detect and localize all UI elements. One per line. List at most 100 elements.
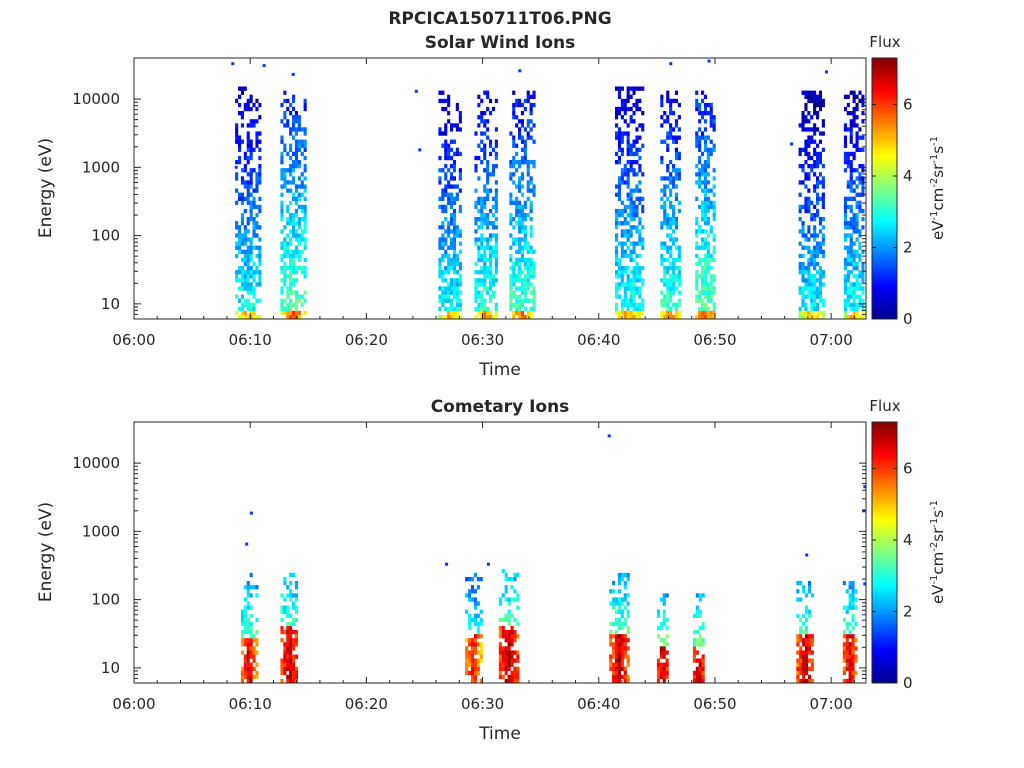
- heatmap-cell: [807, 172, 811, 177]
- heatmap-cell: [523, 306, 527, 312]
- heatmap-cell: [518, 278, 522, 283]
- heatmap-cell: [620, 650, 624, 655]
- x-tick-label: 07:00: [810, 695, 853, 713]
- heatmap-cell: [626, 221, 630, 226]
- heatmap-cell: [635, 229, 639, 234]
- heatmap-cell: [246, 658, 250, 663]
- heatmap-cell: [632, 282, 636, 287]
- heatmap-cell: [444, 253, 448, 259]
- heatmap-cell: [821, 241, 825, 246]
- heatmap-cell: [243, 674, 247, 680]
- heatmap-cell: [515, 302, 519, 307]
- heatmap-cell: [665, 666, 669, 671]
- heatmap-cell: [441, 298, 445, 303]
- heatmap-cell: [468, 613, 472, 618]
- heatmap-cell: [476, 585, 480, 590]
- heatmap-cell: [672, 168, 676, 173]
- heatmap-cell: [799, 617, 803, 623]
- heatmap-cell: [698, 613, 702, 618]
- heatmap-cell: [243, 621, 247, 627]
- heatmap-cell: [802, 658, 806, 663]
- heatmap-cell: [455, 123, 459, 128]
- heatmap-cell: [629, 164, 633, 169]
- heatmap-cell: [515, 151, 519, 157]
- heatmap-cell: [494, 261, 498, 267]
- heatmap-cell: [515, 306, 519, 312]
- heatmap-cell: [660, 155, 664, 161]
- heatmap-cell: [289, 143, 293, 148]
- heatmap-cell: [510, 670, 514, 676]
- heatmap-cell: [249, 119, 253, 124]
- heatmap-cell: [238, 245, 242, 250]
- heatmap-cell: [252, 147, 256, 152]
- heatmap-cell: [810, 278, 814, 283]
- heatmap-cell: [246, 217, 250, 222]
- heatmap-cell: [249, 217, 253, 222]
- heatmap-cell: [813, 233, 817, 238]
- heatmap-cell: [855, 139, 859, 144]
- heatmap-cell: [501, 634, 505, 639]
- heatmap-cell: [854, 605, 858, 610]
- heatmap-cell: [289, 282, 293, 287]
- heatmap-cell: [813, 225, 817, 230]
- heatmap-cell: [851, 658, 855, 663]
- heatmap-cell: [447, 257, 451, 263]
- heatmap-cell: [698, 155, 702, 161]
- heatmap-cell: [489, 278, 493, 283]
- heatmap-cell: [283, 237, 287, 242]
- heatmap-cell: [635, 306, 639, 312]
- heatmap-cell: [477, 290, 481, 295]
- heatmap-cell: [848, 593, 852, 598]
- heatmap-cell: [861, 111, 865, 116]
- heatmap-cell: [712, 115, 716, 120]
- heatmap-cell: [280, 213, 284, 218]
- heatmap-cell: [513, 597, 517, 602]
- heatmap-cell: [620, 176, 624, 181]
- heatmap-cell: [855, 131, 859, 136]
- heatmap-cell: [297, 176, 301, 181]
- heatmap-cell: [294, 221, 298, 226]
- heatmap-cell: [845, 634, 849, 639]
- heatmap-cell: [246, 221, 250, 226]
- heatmap-cell: [810, 213, 814, 218]
- heatmap-cell: [258, 314, 262, 320]
- heatmap-cell: [468, 621, 472, 627]
- heatmap-cell: [300, 217, 304, 222]
- heatmap-cell: [289, 662, 293, 667]
- heatmap-cell: [703, 106, 707, 112]
- heatmap-cell: [796, 613, 800, 618]
- heatmap-cell: [677, 302, 681, 307]
- heatmap-cell: [243, 274, 247, 279]
- heatmap-cell: [255, 270, 259, 275]
- heatmap-cell: [692, 674, 696, 680]
- heatmap-cell: [447, 286, 451, 291]
- heatmap-cell: [821, 200, 825, 205]
- heatmap-cell: [810, 286, 814, 291]
- heatmap-cell: [477, 123, 481, 128]
- heatmap-cell: [712, 245, 716, 250]
- heatmap-cell: [280, 204, 284, 210]
- heatmap-cell: [501, 617, 505, 623]
- heatmap-cell: [303, 257, 307, 263]
- heatmap-cell: [617, 650, 621, 655]
- heatmap-cell: [501, 658, 505, 663]
- heatmap-cell: [494, 249, 498, 254]
- heatmap-cell: [526, 131, 530, 136]
- heatmap-cell: [626, 229, 630, 234]
- heatmap-cell: [479, 678, 483, 684]
- heatmap-cell: [703, 217, 707, 222]
- heatmap-cell: [617, 642, 621, 647]
- heatmap-cell: [674, 176, 678, 181]
- heatmap-cell: [810, 249, 814, 254]
- heatmap-cell: [799, 658, 803, 663]
- heatmap-cell: [695, 609, 699, 614]
- heatmap-cell: [243, 229, 247, 234]
- heatmap-cell: [447, 221, 451, 226]
- heatmap-cell: [798, 180, 802, 185]
- heatmap-cell: [235, 123, 239, 128]
- heatmap-cell: [498, 597, 502, 602]
- heatmap-cell: [626, 123, 630, 128]
- heatmap-cell: [626, 160, 630, 165]
- heatmap-cell: [515, 98, 519, 104]
- heatmap-cell: [666, 168, 670, 173]
